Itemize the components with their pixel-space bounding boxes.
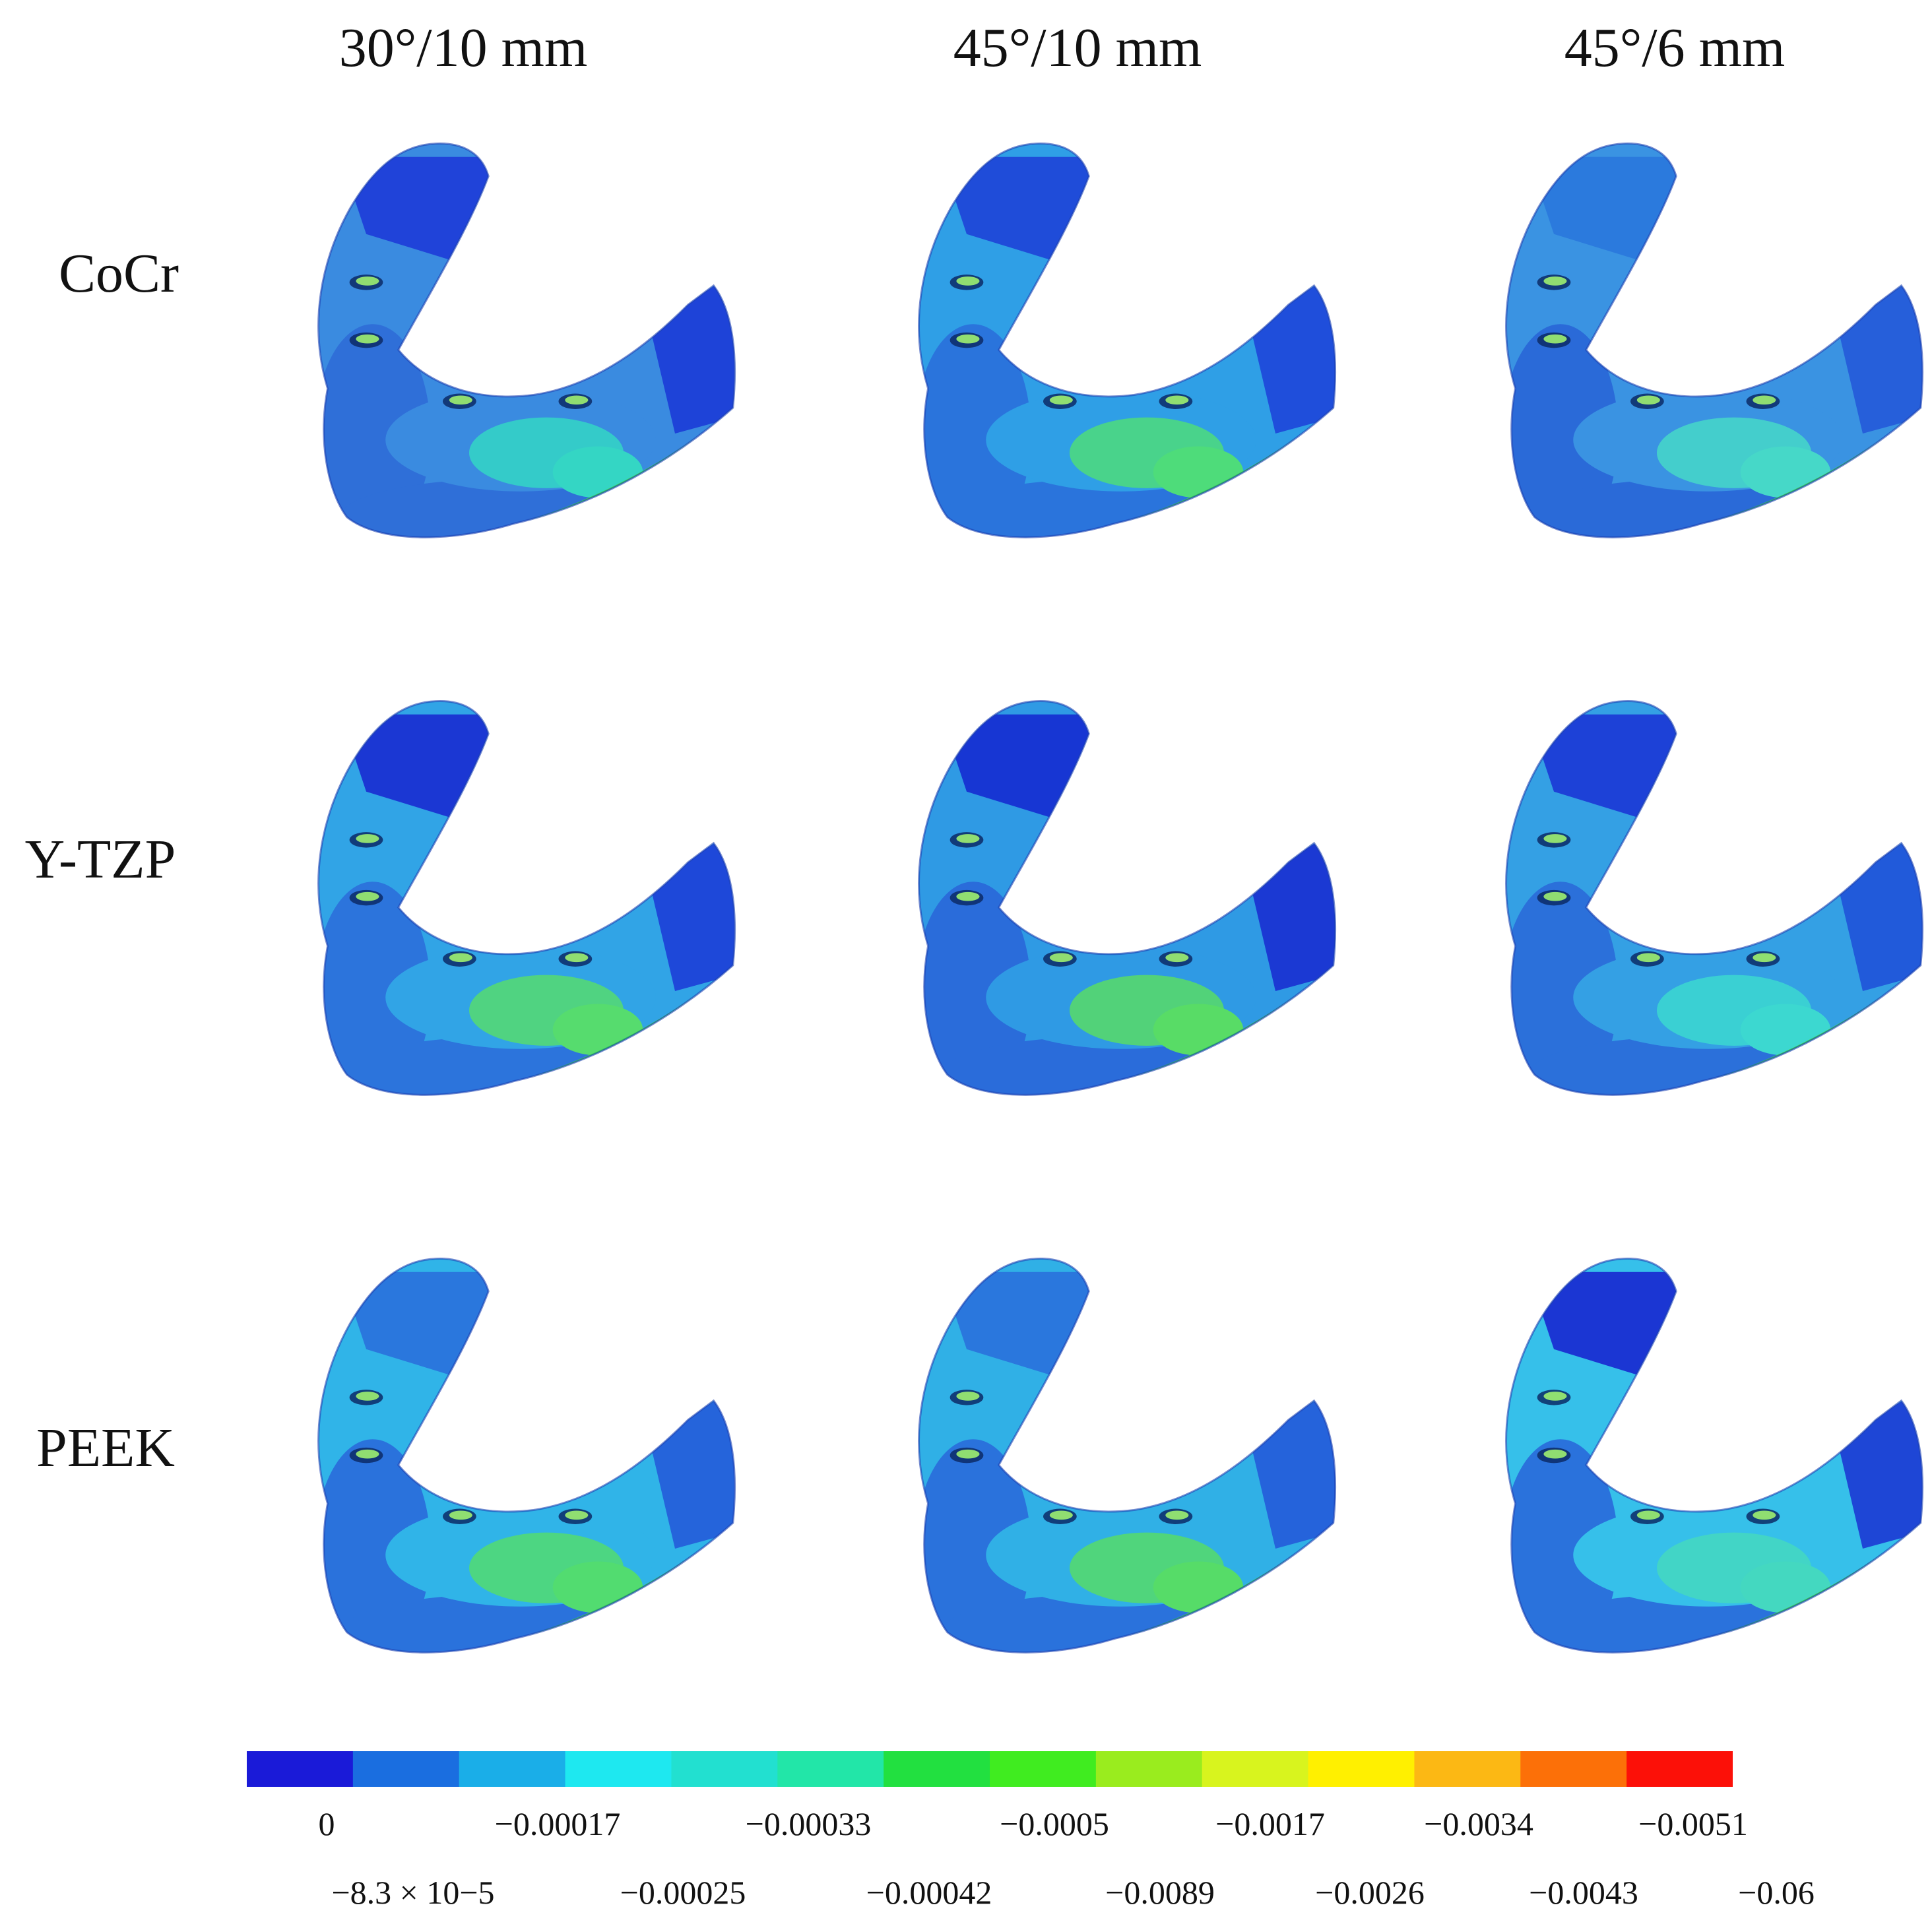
colorbar-segment [1414, 1751, 1521, 1787]
contour-panel [1425, 119, 1932, 594]
colorbar-segment [671, 1751, 778, 1787]
contour-panel [838, 119, 1353, 594]
colorbar [247, 1751, 1733, 1787]
colorbar-label-lower: −0.00042 [866, 1874, 992, 1911]
colorbar-segment [884, 1751, 990, 1787]
contour-panel [238, 676, 752, 1151]
colorbar-label-upper: −0.00033 [745, 1805, 872, 1842]
column-header-2: 45°/10 mm [953, 17, 1202, 79]
colorbar-segment [459, 1751, 566, 1787]
column-header-3: 45°/6 mm [1564, 17, 1786, 79]
colorbar-label-upper: −0.0051 [1638, 1805, 1748, 1842]
colorbar-label-upper: −0.0017 [1215, 1805, 1325, 1842]
colorbar-label-upper: −0.00017 [494, 1805, 621, 1842]
colorbar-segment [247, 1751, 354, 1787]
colorbar-segment [1308, 1751, 1415, 1787]
contour-panel [238, 119, 752, 594]
colorbar-segment [565, 1751, 672, 1787]
colorbar-label-lower: −0.0043 [1529, 1874, 1638, 1911]
colorbar-label-lower: −0.0026 [1315, 1874, 1425, 1911]
row-label-ytzp: Y-TZP [24, 829, 176, 890]
colorbar-label-upper: −0.0005 [1000, 1805, 1109, 1842]
colorbar-label-upper: −0.0034 [1424, 1805, 1533, 1842]
colorbar-segment [990, 1751, 1097, 1787]
contour-panel [838, 676, 1353, 1151]
colorbar-label-upper: 0 [318, 1805, 335, 1842]
colorbar-segment [1095, 1751, 1203, 1787]
colorbar-label-lower: −0.0089 [1105, 1874, 1215, 1911]
colorbar-label-lower: −8.3 × 10−5 [331, 1874, 495, 1911]
column-header-1: 30°/10 mm [338, 17, 588, 79]
colorbar-segment [777, 1751, 884, 1787]
colorbar-segment [1520, 1751, 1627, 1787]
colorbar-segment [1202, 1751, 1309, 1787]
contour-panel [1425, 1234, 1932, 1709]
colorbar-segment [352, 1751, 460, 1787]
colorbar-label-lower: −0.06 [1738, 1874, 1815, 1911]
contour-panel [238, 1234, 752, 1709]
row-label-peek: PEEK [36, 1417, 175, 1479]
contour-panel [1425, 676, 1932, 1151]
colorbar-label-lower: −0.00025 [620, 1874, 746, 1911]
colorbar-segment [1626, 1751, 1733, 1787]
row-label-cocr: CoCr [58, 243, 179, 304]
contour-panel [838, 1234, 1353, 1709]
